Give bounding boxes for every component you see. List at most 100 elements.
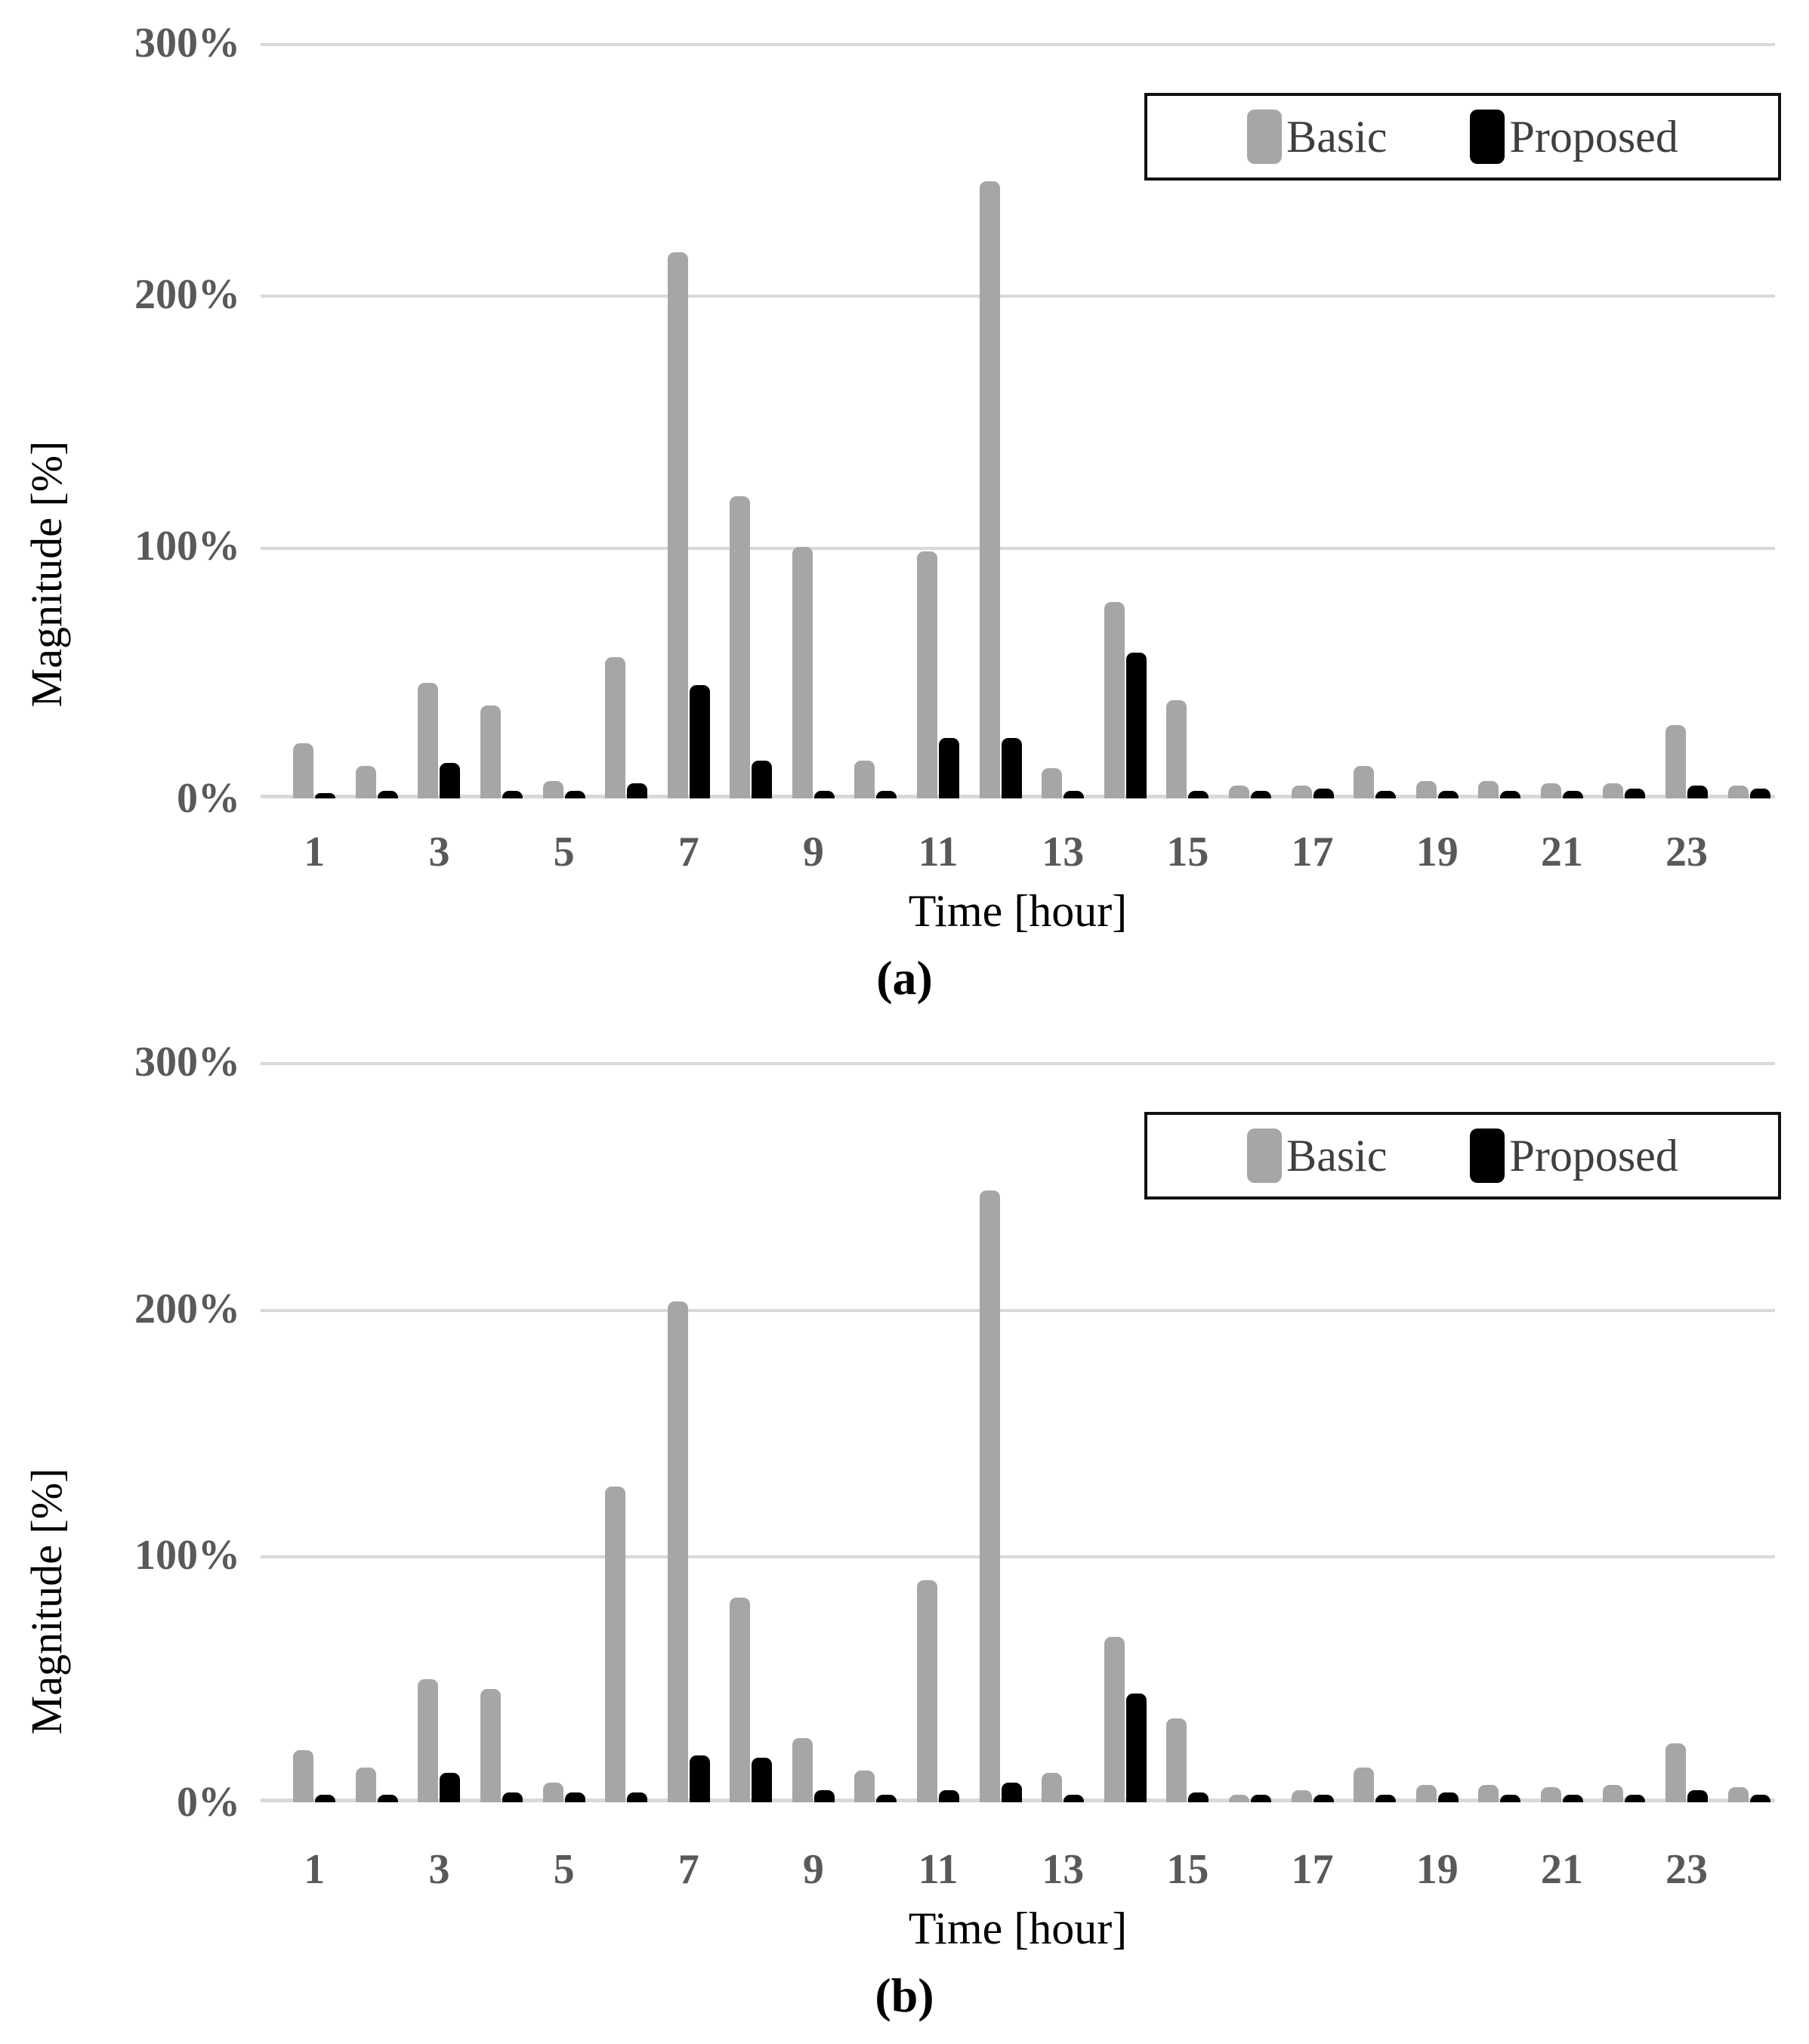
hour-group-12 — [969, 1062, 1032, 1802]
bar-basic-h17 — [1291, 1789, 1312, 1802]
bar-proposed-h12 — [1001, 1782, 1022, 1802]
bar-proposed-h17 — [1313, 1795, 1334, 1802]
y-tick-200: 200% — [134, 271, 240, 318]
bar-proposed-h24 — [1749, 788, 1770, 798]
y-tick-0: 0% — [177, 1779, 240, 1826]
x-tick-3: 3 — [428, 1846, 450, 1893]
bar-proposed-h24 — [1749, 1795, 1770, 1802]
bar-proposed-h13 — [1063, 791, 1085, 798]
x-tick-6 — [595, 822, 658, 882]
y-tick-300: 300% — [134, 1039, 240, 1085]
x-axis-title: Time [hour] — [908, 1904, 1128, 1953]
hour-group-14 — [1094, 43, 1157, 798]
x-axis-title: Time [hour] — [908, 886, 1128, 936]
x-tick-9: 9 — [802, 829, 824, 875]
bar-proposed-h19 — [1437, 1792, 1459, 1802]
bar-proposed-h5 — [564, 791, 585, 798]
legend-entry-proposed: Proposed — [1470, 96, 1678, 178]
panel-caption-a: (a) — [876, 951, 933, 1005]
bar-basic-h15 — [1166, 700, 1187, 798]
x-tick-15: 15 — [1166, 1846, 1209, 1893]
hour-group-7 — [657, 43, 720, 798]
bar-basic-h3 — [418, 682, 439, 798]
hour-group-18 — [1344, 1062, 1406, 1802]
bar-basic-h13 — [1042, 768, 1063, 798]
basic-swatch-icon — [1247, 110, 1283, 164]
gridline-200 — [261, 1308, 1775, 1312]
legend-label-basic: Basic — [1286, 112, 1388, 162]
hour-group-23 — [1656, 43, 1718, 798]
hour-group-4 — [471, 1062, 533, 1802]
y-tick-200: 200% — [134, 1286, 240, 1332]
hour-group-8 — [720, 43, 783, 798]
x-tick-16 — [1219, 1839, 1282, 1900]
basic-swatch-icon — [1247, 1129, 1283, 1183]
bar-proposed-h15 — [1188, 1792, 1209, 1802]
bar-proposed-h23 — [1687, 1789, 1708, 1802]
hour-group-20 — [1468, 43, 1531, 798]
hour-group-10 — [844, 43, 907, 798]
x-tick-19: 19 — [1415, 1846, 1459, 1893]
bar-basic-h7 — [667, 1301, 688, 1802]
x-tick-17: 17 — [1291, 829, 1334, 875]
bar-basic-h5 — [542, 1782, 563, 1802]
x-tick-19: 19 — [1415, 829, 1459, 875]
hour-group-5 — [533, 1062, 595, 1802]
bar-basic-h1 — [293, 1750, 314, 1802]
hour-group-16 — [1219, 1062, 1282, 1802]
bar-proposed-h7 — [689, 1755, 710, 1802]
x-tick-5: 5 — [553, 829, 575, 875]
x-tick-6 — [595, 1839, 658, 1900]
bar-proposed-h9 — [813, 791, 835, 798]
hour-group-2 — [346, 43, 409, 798]
x-tick-18 — [1344, 1839, 1406, 1900]
bar-basic-h20 — [1478, 1785, 1499, 1802]
hour-group-6 — [595, 43, 658, 798]
bar-proposed-h12 — [1001, 738, 1022, 798]
bar-proposed-h4 — [502, 791, 523, 798]
x-tick-8 — [720, 1839, 783, 1900]
bar-basic-h16 — [1228, 786, 1249, 798]
hour-group-5 — [533, 43, 595, 798]
panel-caption-b: (b) — [875, 1968, 934, 2022]
legend-a: Basic Proposed — [1144, 93, 1781, 181]
bar-proposed-h23 — [1687, 786, 1708, 798]
bar-proposed-h1 — [315, 1795, 336, 1802]
bar-proposed-h8 — [752, 1758, 773, 1802]
x-tick-11: 11 — [918, 829, 959, 875]
bar-proposed-h22 — [1625, 1795, 1646, 1802]
bar-proposed-h19 — [1437, 791, 1459, 798]
hour-group-20 — [1468, 1062, 1531, 1802]
hour-group-22 — [1593, 43, 1656, 798]
hour-group-1 — [283, 43, 346, 798]
bar-proposed-h21 — [1562, 791, 1583, 798]
bar-basic-h23 — [1665, 725, 1686, 798]
gridline-300 — [261, 1062, 1775, 1065]
x-tick-9: 9 — [802, 1846, 824, 1893]
bar-basic-h4 — [480, 1688, 502, 1802]
x-tick-10 — [844, 1839, 907, 1900]
x-tick-2 — [346, 822, 409, 882]
bar-proposed-h20 — [1500, 1795, 1521, 1802]
hour-group-23 — [1656, 1062, 1718, 1802]
bar-basic-h8 — [730, 496, 751, 798]
plot-area-a: Basic Proposed — [261, 43, 1781, 798]
legend-label-basic: Basic — [1286, 1131, 1388, 1181]
bar-basic-h9 — [792, 1738, 813, 1802]
proposed-swatch-icon — [1470, 1129, 1505, 1183]
bar-proposed-h13 — [1063, 1795, 1085, 1802]
x-tick-7: 7 — [678, 1846, 699, 1893]
bar-basic-h3 — [418, 1678, 439, 1802]
bar-basic-h8 — [730, 1597, 751, 1802]
bar-proposed-h3 — [440, 763, 461, 798]
legend-entry-proposed: Proposed — [1470, 1115, 1678, 1196]
bar-proposed-h6 — [627, 1792, 648, 1802]
legend-label-proposed: Proposed — [1509, 1131, 1678, 1181]
x-tick-21: 21 — [1540, 1846, 1583, 1893]
hour-group-24 — [1718, 43, 1780, 798]
hour-group-12 — [969, 43, 1032, 798]
bars-a — [283, 43, 1780, 798]
bar-proposed-h21 — [1562, 1795, 1583, 1802]
x-tick-8 — [720, 822, 783, 882]
